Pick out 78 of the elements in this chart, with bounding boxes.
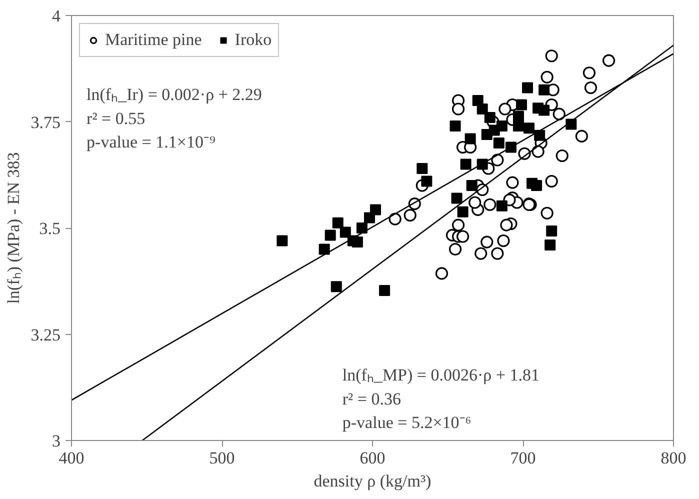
point — [452, 218, 465, 232]
point — [451, 192, 462, 204]
point — [370, 204, 382, 216]
point — [545, 50, 558, 62]
point — [480, 236, 494, 248]
point — [540, 70, 554, 84]
x-tick-label: 800 — [660, 448, 686, 468]
x-tick-label: 400 — [58, 448, 84, 468]
point — [450, 120, 461, 132]
point — [584, 81, 598, 94]
point — [544, 240, 556, 250]
point — [404, 208, 416, 222]
y-axis-title: ln(fₕ) (MPa) - EN 383 — [4, 152, 23, 304]
annotation: ln(fₕ_MP) = 0.0026·ρ + 1.81 r² = 0.36 p-value = 5.2×10⁻⁶ — [342, 366, 540, 432]
point — [379, 284, 390, 296]
point — [340, 226, 351, 238]
x-tick-label: 700 — [510, 448, 536, 468]
point — [364, 212, 375, 224]
point — [330, 281, 342, 292]
point — [496, 200, 508, 212]
point — [466, 180, 478, 191]
x-axis-title: density ρ (kg/m³) — [314, 472, 432, 490]
point — [474, 247, 488, 260]
point — [538, 104, 550, 116]
point — [476, 104, 488, 114]
point — [498, 102, 512, 116]
point — [416, 163, 428, 174]
x-tick-label: 600 — [360, 448, 386, 468]
point — [512, 110, 524, 122]
y-tick-label: 3 — [52, 432, 60, 450]
point — [500, 218, 513, 232]
point — [491, 247, 504, 260]
point — [602, 54, 616, 67]
point — [435, 267, 448, 280]
point — [464, 133, 476, 144]
point — [512, 120, 524, 132]
point — [460, 158, 472, 170]
point — [497, 234, 510, 248]
point — [506, 176, 519, 189]
y-tick-label: 3.75 — [30, 112, 60, 132]
point — [468, 196, 482, 209]
point — [532, 145, 544, 158]
point — [575, 130, 588, 142]
point — [276, 235, 288, 246]
point — [484, 198, 496, 211]
point — [516, 99, 527, 110]
point — [522, 82, 534, 94]
point — [540, 206, 554, 220]
y-tick-label: 3.5 — [39, 219, 60, 238]
point — [496, 120, 508, 132]
point — [324, 230, 336, 241]
point — [456, 230, 470, 243]
x-tick-label: 500 — [209, 448, 235, 468]
point — [318, 244, 330, 255]
y-tick-label: 3.25 — [30, 325, 60, 344]
point — [491, 154, 504, 166]
point — [531, 180, 542, 191]
point — [524, 122, 535, 134]
point — [582, 66, 596, 80]
point — [538, 84, 550, 96]
point — [552, 108, 566, 120]
point — [452, 102, 465, 116]
point — [448, 242, 462, 256]
point — [388, 212, 402, 226]
point — [421, 176, 432, 187]
point — [556, 149, 568, 162]
point — [546, 225, 558, 236]
point — [356, 222, 368, 234]
point — [545, 174, 558, 188]
y-tick-label: 4 — [52, 6, 61, 26]
point — [484, 112, 496, 123]
point — [332, 217, 344, 228]
point — [493, 138, 504, 148]
legend-label: Iroko — [234, 30, 272, 50]
point — [534, 130, 546, 141]
annotation: ln(fₕ_Ir) = 0.002·ρ + 2.29 r² = 0.55 p-value = 1.1×10⁻⁹ — [86, 85, 262, 152]
point — [457, 206, 468, 218]
legend-label: Maritime pine — [105, 30, 202, 50]
